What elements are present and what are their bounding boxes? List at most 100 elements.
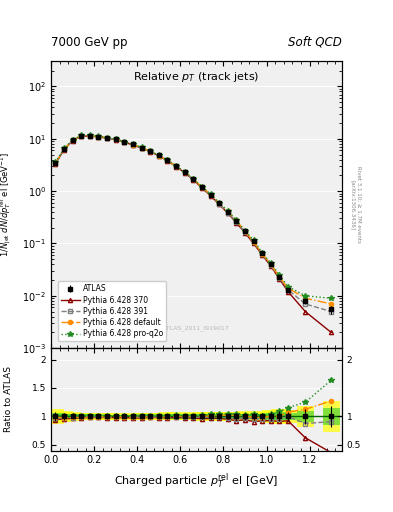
Pythia 6.428 default (251, 239, 256, 245)
Pythia 6.428 370 (113, 137, 118, 143)
Pythia 6.428 default (113, 136, 118, 142)
Pythia 6.428 370 (139, 145, 144, 151)
Pythia 6.428 391 (251, 239, 256, 245)
Pythia 6.428 370 (53, 161, 58, 167)
Pythia 6.428 370 (122, 139, 127, 145)
Pythia 6.428 default (105, 135, 110, 141)
Line: Pythia 6.428 pro-q2o: Pythia 6.428 pro-q2o (53, 133, 334, 301)
Pythia 6.428 391 (139, 145, 144, 151)
Pythia 6.428 391 (225, 209, 230, 216)
Legend: ATLAS, Pythia 6.428 370, Pythia 6.428 391, Pythia 6.428 default, Pythia 6.428 pr: ATLAS, Pythia 6.428 370, Pythia 6.428 39… (58, 281, 166, 342)
Pythia 6.428 default (242, 228, 247, 234)
Pythia 6.428 default (200, 184, 204, 190)
Pythia 6.428 default (191, 176, 196, 182)
Pythia 6.428 default (122, 139, 127, 145)
Pythia 6.428 pro-q2o (62, 145, 66, 152)
Pythia 6.428 391 (96, 134, 101, 140)
Pythia 6.428 default (96, 134, 101, 140)
Pythia 6.428 391 (156, 153, 161, 159)
Pythia 6.428 default (70, 137, 75, 143)
Pythia 6.428 pro-q2o (260, 250, 264, 256)
Pythia 6.428 370 (165, 158, 170, 164)
Pythia 6.428 370 (182, 169, 187, 176)
Pythia 6.428 default (260, 250, 264, 257)
Pythia 6.428 pro-q2o (174, 163, 178, 169)
Pythia 6.428 370 (79, 133, 84, 139)
Pythia 6.428 370 (277, 276, 282, 282)
Pythia 6.428 370 (260, 252, 264, 258)
Pythia 6.428 pro-q2o (217, 200, 222, 206)
Pythia 6.428 391 (122, 139, 127, 145)
Pythia 6.428 391 (242, 229, 247, 235)
Pythia 6.428 370 (200, 185, 204, 191)
Pythia 6.428 370 (251, 241, 256, 247)
Pythia 6.428 391 (113, 136, 118, 142)
Pythia 6.428 default (329, 301, 334, 307)
Line: Pythia 6.428 370: Pythia 6.428 370 (53, 134, 333, 334)
Pythia 6.428 391 (277, 275, 282, 281)
Pythia 6.428 370 (225, 210, 230, 216)
Pythia 6.428 pro-q2o (156, 152, 161, 158)
Pythia 6.428 370 (148, 148, 152, 155)
Pythia 6.428 pro-q2o (225, 208, 230, 214)
Pythia 6.428 pro-q2o (286, 284, 290, 290)
Y-axis label: $1/N_{\rm jet}$ $dN/dp_T^{\rm rel}$ el [GeV$^{-1}$]: $1/N_{\rm jet}$ $dN/dp_T^{\rm rel}$ el [… (0, 152, 13, 258)
Pythia 6.428 default (174, 163, 178, 169)
Text: Soft QCD: Soft QCD (288, 36, 342, 49)
Pythia 6.428 391 (62, 146, 66, 153)
Pythia 6.428 370 (70, 138, 75, 144)
Pythia 6.428 pro-q2o (191, 176, 196, 182)
Pythia 6.428 pro-q2o (234, 217, 239, 223)
Text: Relative $p_T$ (track jets): Relative $p_T$ (track jets) (133, 70, 260, 84)
Pythia 6.428 pro-q2o (139, 144, 144, 151)
Pythia 6.428 391 (208, 192, 213, 198)
Pythia 6.428 370 (217, 201, 222, 207)
Text: 7000 GeV pp: 7000 GeV pp (51, 36, 128, 49)
Pythia 6.428 370 (329, 329, 334, 335)
Pythia 6.428 default (156, 153, 161, 159)
Pythia 6.428 391 (148, 148, 152, 155)
Pythia 6.428 370 (242, 230, 247, 236)
Pythia 6.428 370 (96, 134, 101, 140)
Pythia 6.428 pro-q2o (113, 136, 118, 142)
Pythia 6.428 pro-q2o (88, 133, 92, 139)
Pythia 6.428 default (130, 141, 135, 147)
Pythia 6.428 391 (200, 184, 204, 190)
Pythia 6.428 default (234, 218, 239, 224)
Pythia 6.428 370 (268, 263, 273, 269)
Pythia 6.428 370 (174, 163, 178, 169)
Pythia 6.428 391 (191, 176, 196, 182)
Pythia 6.428 default (208, 191, 213, 198)
Pythia 6.428 pro-q2o (70, 137, 75, 143)
Pythia 6.428 391 (105, 135, 110, 141)
Pythia 6.428 391 (182, 169, 187, 176)
Pythia 6.428 default (165, 157, 170, 163)
Pythia 6.428 pro-q2o (165, 157, 170, 163)
Line: Pythia 6.428 default: Pythia 6.428 default (53, 134, 333, 306)
Pythia 6.428 391 (165, 157, 170, 163)
Pythia 6.428 370 (88, 133, 92, 139)
Pythia 6.428 pro-q2o (96, 134, 101, 140)
Pythia 6.428 pro-q2o (130, 141, 135, 147)
Pythia 6.428 default (286, 285, 290, 291)
Pythia 6.428 pro-q2o (277, 272, 282, 278)
Pythia 6.428 pro-q2o (200, 183, 204, 189)
Pythia 6.428 370 (62, 146, 66, 153)
Pythia 6.428 370 (130, 142, 135, 148)
Pythia 6.428 pro-q2o (79, 133, 84, 139)
Pythia 6.428 default (53, 160, 58, 166)
Pythia 6.428 391 (268, 262, 273, 268)
Pythia 6.428 pro-q2o (53, 159, 58, 165)
Pythia 6.428 391 (79, 133, 84, 139)
Pythia 6.428 391 (88, 133, 92, 139)
Y-axis label: Rivet 3.1.10; ≥ 1.7M events
[arXiv:1306.3436]: Rivet 3.1.10; ≥ 1.7M events [arXiv:1306.… (350, 166, 361, 243)
Pythia 6.428 pro-q2o (122, 138, 127, 144)
Line: Pythia 6.428 391: Pythia 6.428 391 (53, 134, 333, 314)
Pythia 6.428 default (62, 146, 66, 152)
Pythia 6.428 pro-q2o (148, 148, 152, 154)
Pythia 6.428 default (79, 133, 84, 139)
Pythia 6.428 370 (303, 309, 308, 315)
Pythia 6.428 370 (208, 193, 213, 199)
Pythia 6.428 default (148, 148, 152, 154)
Pythia 6.428 default (182, 169, 187, 175)
